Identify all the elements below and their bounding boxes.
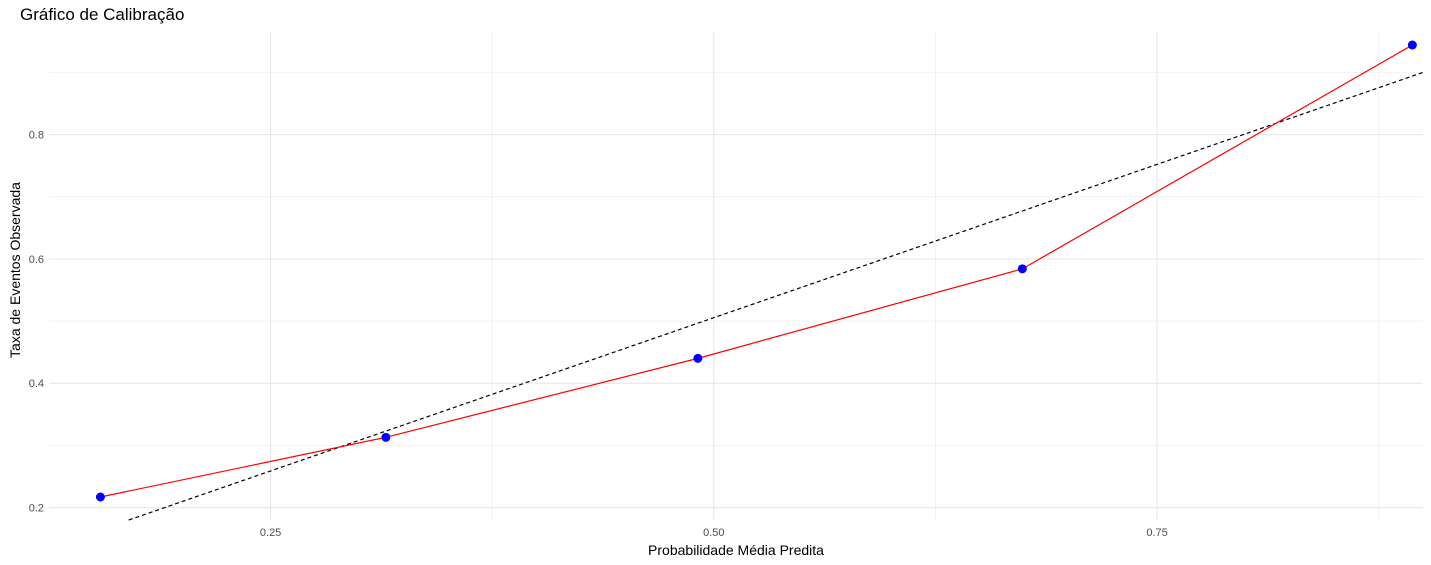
minor-grid [49, 32, 1423, 520]
reference-line-layer [128, 71, 1424, 521]
calibration-data-point [1407, 40, 1417, 50]
x-axis-title: Probabilidade Média Predita [648, 542, 824, 558]
calibration-data-point [1017, 264, 1027, 274]
x-tick-label: 0.50 [703, 527, 724, 539]
x-tick-labels: 0.25 0.50 0.75 [260, 527, 1168, 539]
perfect-calibration-reference-line [128, 71, 1424, 521]
chart-title: Gráfico de Calibração [20, 5, 185, 24]
series-line-layer [100, 44, 1413, 498]
calibration-data-point [95, 492, 105, 502]
data-points-layer [95, 40, 1417, 502]
calibration-data-point [693, 353, 703, 363]
y-tick-label: 0.2 [29, 503, 44, 515]
y-tick-label: 0.8 [29, 130, 44, 142]
y-tick-label: 0.6 [29, 254, 44, 266]
x-tick-label: 0.75 [1146, 527, 1167, 539]
x-tick-label: 0.25 [260, 527, 281, 539]
calibration-data-point [381, 432, 391, 442]
calibration-series-line [100, 44, 1413, 498]
y-tick-label: 0.4 [29, 378, 44, 390]
y-axis-title: Taxa de Eventos Observada [7, 182, 23, 358]
major-grid [49, 32, 1423, 520]
y-tick-labels: 0.2 0.4 0.6 0.8 [29, 130, 44, 515]
